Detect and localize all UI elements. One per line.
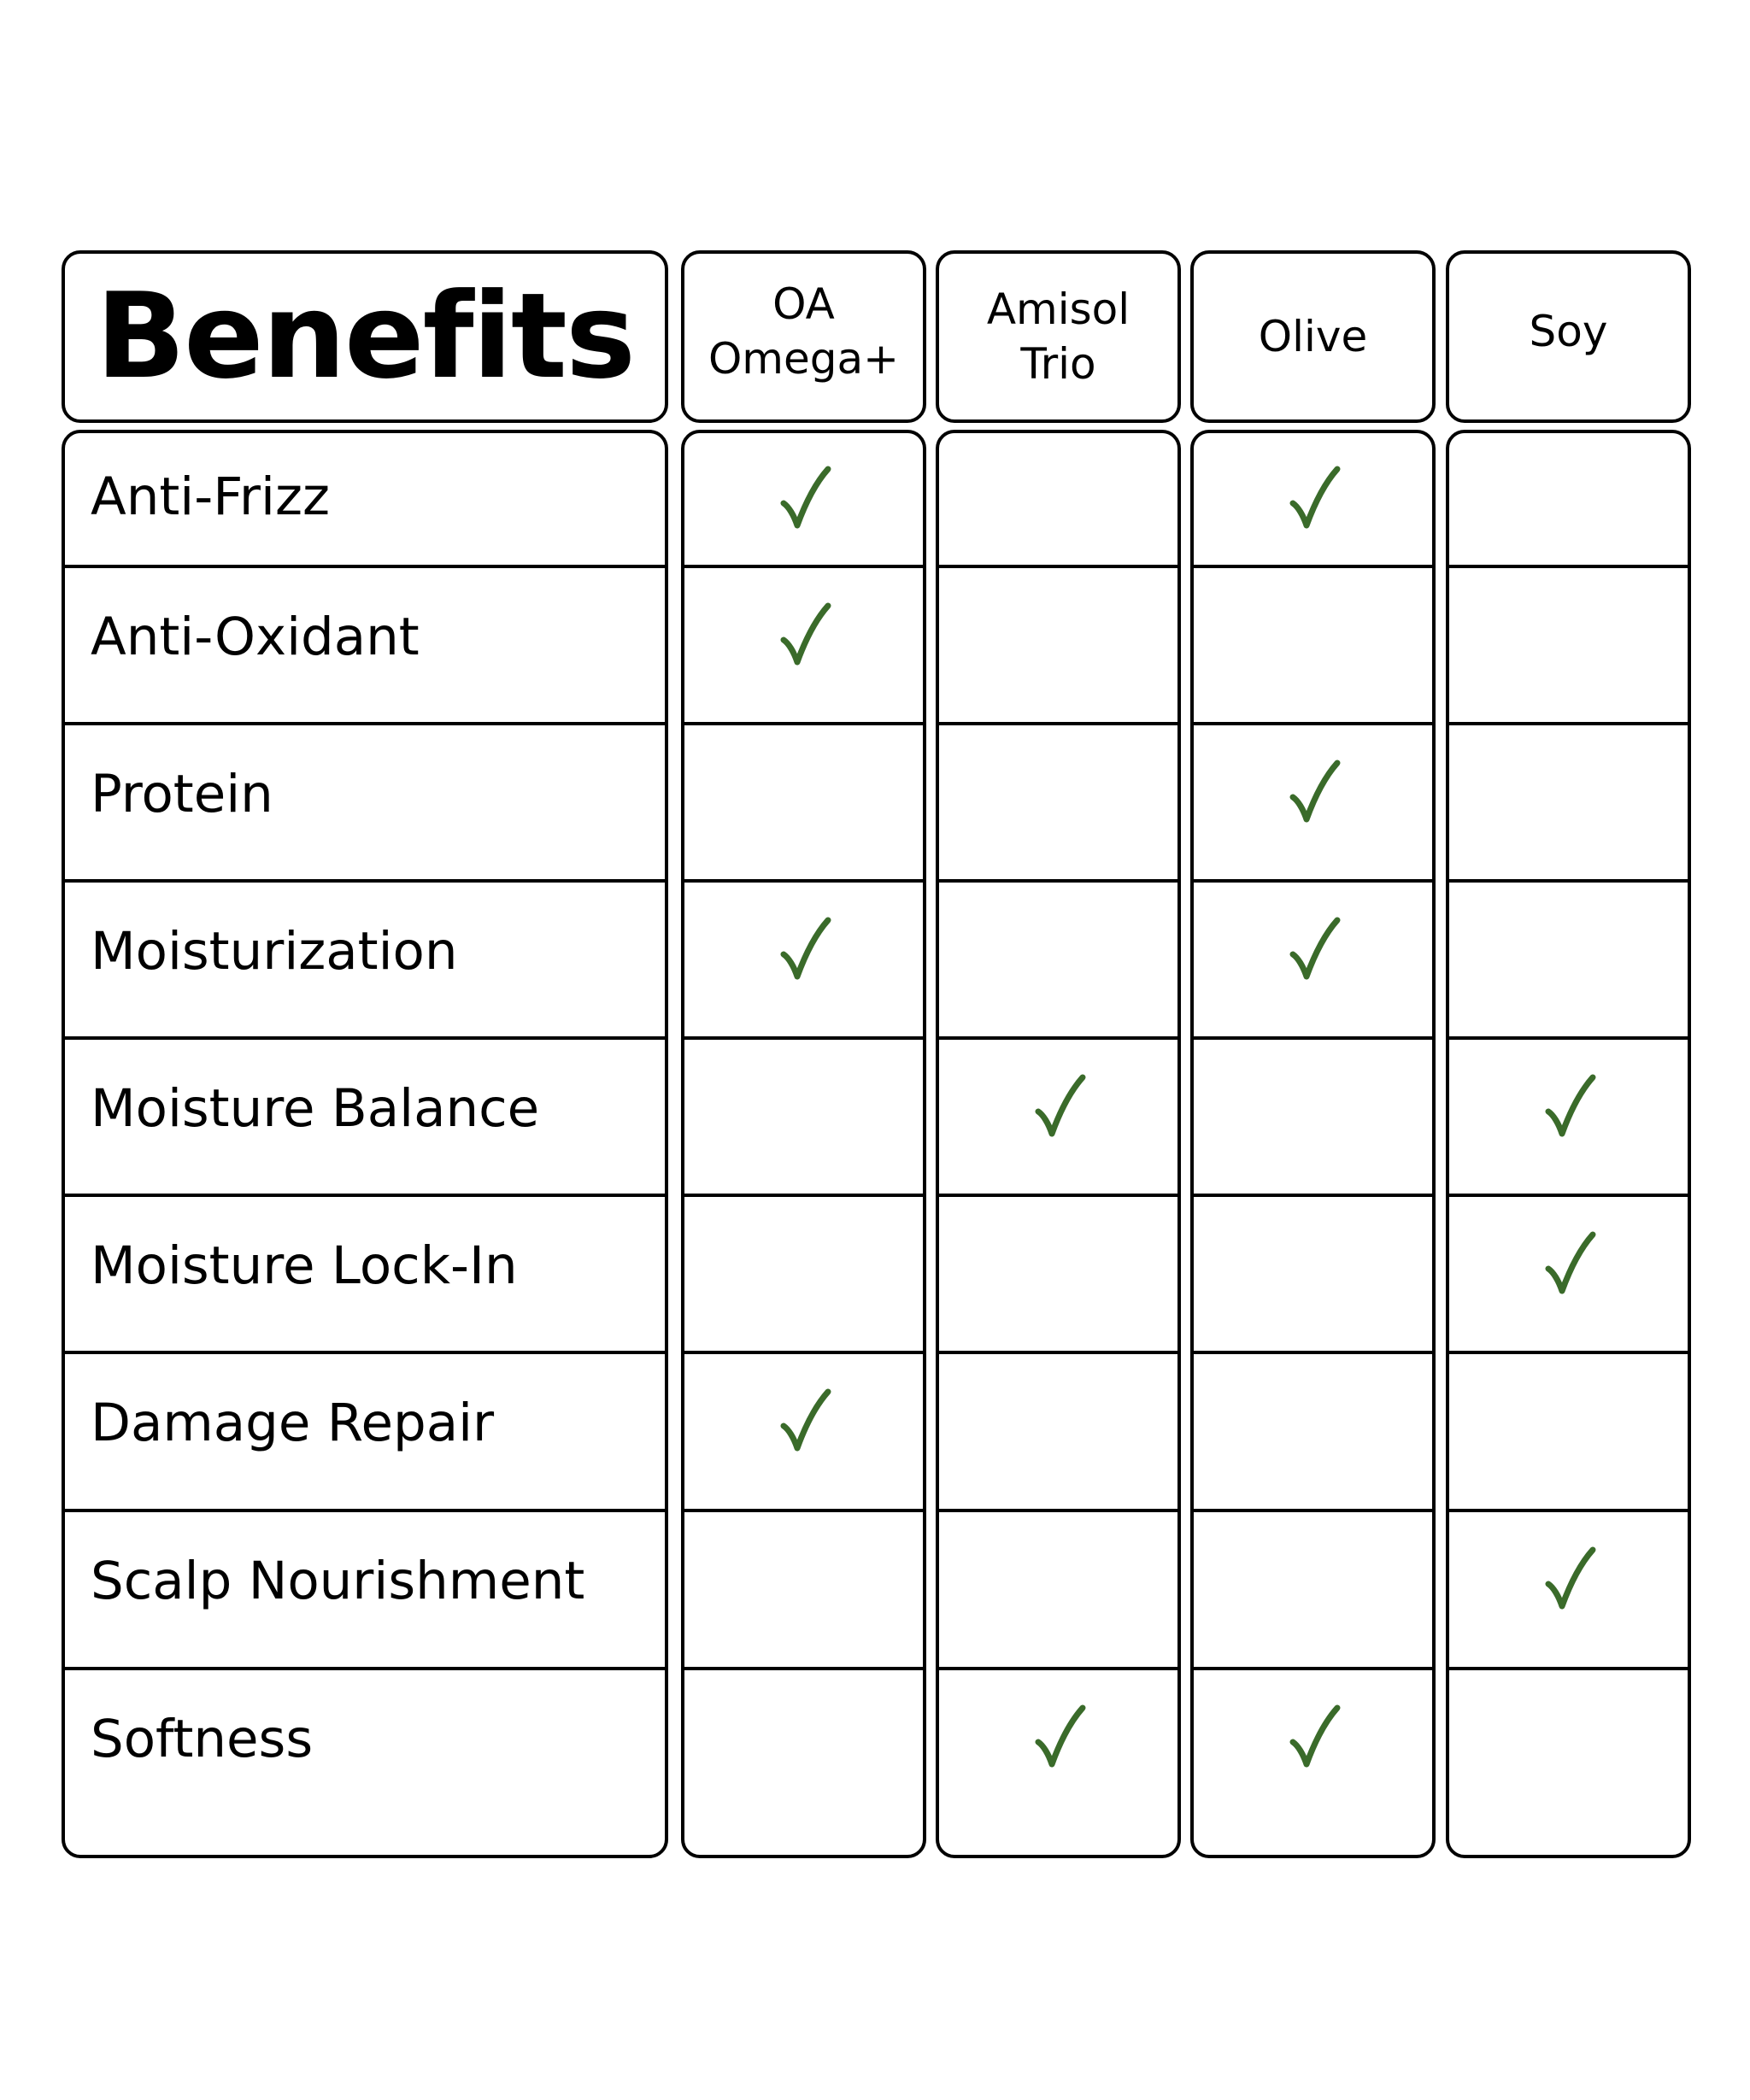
olive-column <box>1190 430 1436 1858</box>
row-divider <box>62 1509 668 1512</box>
row-divider <box>1446 722 1691 725</box>
row-label-protein: Protein <box>91 764 273 824</box>
row-divider <box>681 1667 926 1670</box>
checkmark-icon <box>780 466 831 529</box>
checkmark-stroke <box>1035 1704 1086 1768</box>
column-label-oa-omega: OA Omega+ <box>708 279 900 384</box>
column-label-soy: Soy <box>1529 307 1608 356</box>
row-label-anti-frizz: Anti-Frizz <box>91 466 330 527</box>
row-label-scalp-nourishment: Scalp Nourishment <box>91 1551 585 1611</box>
checkmark-stroke <box>1289 760 1341 823</box>
oa-omega-column <box>681 430 926 1858</box>
row-divider <box>62 565 668 568</box>
row-divider <box>681 565 926 568</box>
row-divider <box>681 1194 926 1197</box>
row-divider <box>1446 565 1691 568</box>
column-header-olive: Olive <box>1190 250 1436 423</box>
row-label-moisture-lock-in: Moisture Lock-In <box>91 1235 518 1296</box>
checkmark-icon <box>780 602 831 666</box>
row-divider <box>1190 565 1436 568</box>
column-header-soy: Soy <box>1446 250 1691 423</box>
table-title: Benefits <box>95 267 636 405</box>
column-header-amisol-trio: Amisol Trio <box>936 250 1181 423</box>
checkmark-stroke <box>1545 1546 1596 1610</box>
checkmark-stroke <box>1545 1231 1596 1294</box>
checkmark-icon <box>1289 760 1341 823</box>
row-divider <box>1190 722 1436 725</box>
checkmark-icon <box>1035 1074 1086 1137</box>
row-divider <box>936 879 1181 883</box>
row-divider <box>936 1036 1181 1040</box>
checkmark-stroke <box>780 466 831 529</box>
row-label-damage-repair: Damage Repair <box>91 1393 495 1453</box>
row-divider <box>1446 1667 1691 1670</box>
row-divider <box>936 1351 1181 1354</box>
checkmark-icon <box>1289 466 1341 529</box>
title-cell: Benefits <box>62 250 668 423</box>
row-divider <box>62 1036 668 1040</box>
checkmark-stroke <box>780 917 831 980</box>
checkmark-stroke <box>1289 466 1341 529</box>
row-divider <box>1446 1194 1691 1197</box>
column-header-oa-omega: OA Omega+ <box>681 250 926 423</box>
row-divider <box>1446 1036 1691 1040</box>
row-label-softness: Softness <box>91 1709 314 1769</box>
row-divider <box>62 1667 668 1670</box>
row-divider <box>936 565 1181 568</box>
column-label-amisol-trio: Amisol Trio <box>986 284 1130 389</box>
row-divider <box>1190 1667 1436 1670</box>
row-divider <box>1190 1509 1436 1512</box>
row-divider <box>1190 879 1436 883</box>
row-divider <box>1446 1509 1691 1512</box>
row-divider <box>681 722 926 725</box>
row-divider <box>681 1509 926 1512</box>
row-divider <box>681 1036 926 1040</box>
row-divider <box>62 722 668 725</box>
row-divider <box>1190 1194 1436 1197</box>
row-divider <box>1446 1351 1691 1354</box>
row-divider <box>936 1194 1181 1197</box>
checkmark-stroke <box>1289 1704 1341 1768</box>
checkmark-icon <box>1289 917 1341 980</box>
row-divider <box>681 1351 926 1354</box>
checkmark-stroke <box>780 1388 831 1452</box>
amisol-trio-column <box>936 430 1181 1858</box>
checkmark-stroke <box>1035 1074 1086 1137</box>
benefit-labels-column <box>62 430 668 1858</box>
checkmark-icon <box>1545 1231 1596 1294</box>
column-label-olive: Olive <box>1258 312 1368 361</box>
row-divider <box>936 1509 1181 1512</box>
checkmark-icon <box>780 1388 831 1452</box>
checkmark-stroke <box>1545 1074 1596 1137</box>
row-divider <box>62 879 668 883</box>
row-divider <box>1446 879 1691 883</box>
row-divider <box>936 722 1181 725</box>
row-label-moisturization: Moisturization <box>91 921 458 982</box>
row-divider <box>62 1351 668 1354</box>
row-divider <box>1190 1351 1436 1354</box>
checkmark-icon <box>1035 1704 1086 1768</box>
checkmark-icon <box>1289 1704 1341 1768</box>
row-label-moisture-balance: Moisture Balance <box>91 1078 540 1139</box>
checkmark-icon <box>1545 1074 1596 1137</box>
row-divider <box>62 1194 668 1197</box>
checkmark-stroke <box>780 602 831 666</box>
checkmark-icon <box>780 917 831 980</box>
checkmark-stroke <box>1289 917 1341 980</box>
row-label-anti-oxidant: Anti-Oxidant <box>91 607 420 667</box>
soy-column <box>1446 430 1691 1858</box>
checkmark-icon <box>1545 1546 1596 1610</box>
row-divider <box>936 1667 1181 1670</box>
row-divider <box>681 879 926 883</box>
row-divider <box>1190 1036 1436 1040</box>
